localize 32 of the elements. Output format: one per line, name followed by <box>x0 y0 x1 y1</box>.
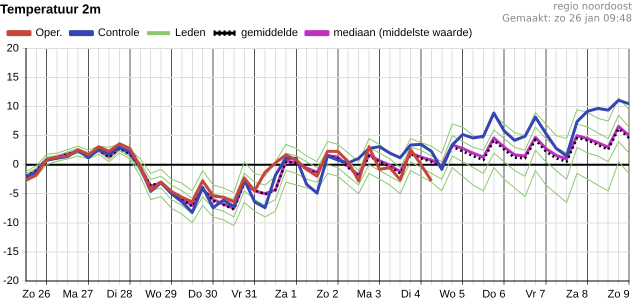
y-tick-label: 5 <box>12 130 19 142</box>
x-tick-label: Zo 2 <box>316 288 338 300</box>
x-tick-label: Za 1 <box>274 288 297 300</box>
x-tick-label: Wo 5 <box>439 288 465 300</box>
x-tick-label: Zo 9 <box>608 288 630 300</box>
x-tick-label: Ma 3 <box>356 288 382 300</box>
x-tick-label: Wo 29 <box>145 288 177 300</box>
x-tick-label: Za 8 <box>566 288 588 300</box>
y-tick-label: 20 <box>6 42 19 55</box>
x-tick-label: Vr 7 <box>526 288 546 300</box>
text: regio noordoost <box>553 2 632 13</box>
chart-title: Temperatuur 2m <box>0 1 101 16</box>
x-tick-label: Di 28 <box>106 288 132 300</box>
y-tick-label: 10 <box>6 100 19 113</box>
y-tick-label: -5 <box>9 188 19 200</box>
y-tick-label: -20 <box>2 274 19 287</box>
y-tick-label: 15 <box>6 72 19 84</box>
legend-label: Leden <box>174 27 206 40</box>
legend-label: Controle <box>98 27 140 40</box>
x-tick-label: Do 30 <box>188 288 218 300</box>
y-tick-label: 0 <box>12 158 19 171</box>
x-tick-label: Zo 26 <box>22 288 50 300</box>
y-tick-label: -15 <box>2 246 19 258</box>
text: Gemaakt: zo 26 jan 09:48 <box>502 14 632 25</box>
y-tick-label: -10 <box>2 216 19 229</box>
legend-label: gemiddelde <box>241 27 298 40</box>
x-tick-label: Vr 31 <box>231 288 258 300</box>
x-tick-label: Do 6 <box>482 288 506 300</box>
legend-label: mediaan (middelste waarde) <box>333 27 472 40</box>
legend-label: Oper. <box>36 27 62 40</box>
x-tick-label: Ma 27 <box>62 288 94 300</box>
x-tick-label: Di 4 <box>400 288 420 300</box>
